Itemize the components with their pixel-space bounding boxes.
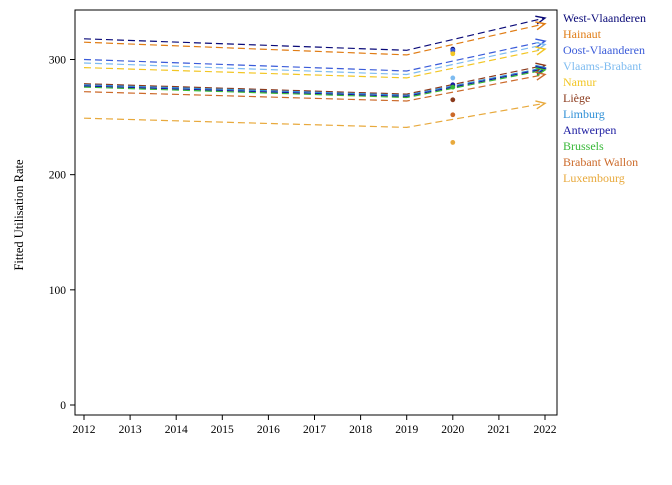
observed-points-2020 [450,46,456,145]
y-tick-label: 200 [49,170,67,182]
legend-entry: Hainaut [563,27,602,41]
trend-arrowhead [535,15,547,25]
x-tick-label: 2017 [303,424,326,436]
legend-entry: Antwerpen [563,123,616,137]
trend-line [83,17,546,51]
legend-entry: Brussels [563,139,604,153]
arrowheads [535,15,547,110]
x-axis: 2012 2013 2014 2015 2016 2017 2018 2019 2020 2021… [73,415,557,436]
y-axis-title: Fitted Utilisation Rate [12,159,26,271]
x-tick-label: 2013 [119,424,142,436]
legend-entry: Namur [563,75,596,89]
y-axis: 0 100 200 300 [49,55,75,412]
legend-entry: Vlaams-Brabant [563,59,642,73]
legend-entry: West-Vlaanderen [563,11,646,25]
legend-entry: Oost-Vlaanderen [563,43,645,57]
trend-arrowhead [535,46,547,56]
trend-line [83,73,546,102]
legend-entry: Liège [563,91,590,105]
trend-line [83,67,546,96]
x-tick-label: 2020 [441,424,464,436]
y-tick-label: 100 [49,285,67,297]
x-tick-label: 2018 [349,424,372,436]
trend-line [83,68,546,98]
trend-arrowhead [535,71,547,81]
trend-line [83,23,546,56]
trend-arrowhead [535,21,547,31]
observed-point [450,112,456,118]
observed-point [450,140,456,145]
trend-line [83,69,546,99]
legend-entry: Limburg [563,107,605,121]
x-tick-label: 2012 [73,424,96,436]
x-tick-label: 2021 [487,424,510,436]
trend-line [83,102,546,129]
trend-lines [83,17,546,129]
plot-frame [74,9,558,416]
trend-arrowhead [535,65,547,75]
observed-point [450,51,456,57]
observed-point [450,84,456,90]
y-tick-label: 300 [49,55,67,67]
x-tick-label: 2014 [165,424,188,436]
x-tick-label: 2022 [534,424,557,436]
trend-line [83,43,546,76]
observed-point [450,47,456,53]
legend-entry: Luxembourg [563,171,625,185]
trend-line [83,48,546,79]
x-tick-label: 2019 [395,424,418,436]
trend-line [83,40,546,72]
x-tick-label: 2016 [257,424,280,436]
legend-entry: Brabant Wallon [563,155,638,169]
trend-line [83,64,546,95]
observed-point [450,75,456,81]
observed-point [450,97,456,103]
legend: West-Vlaanderen Hainaut Oost-Vlaanderen Vla… [563,11,646,185]
trend-arrowhead [535,100,547,110]
y-tick-label: 0 [60,400,66,412]
trend-arrowhead [535,38,547,48]
x-tick-label: 2015 [211,424,234,436]
trend-arrowhead [535,64,547,74]
